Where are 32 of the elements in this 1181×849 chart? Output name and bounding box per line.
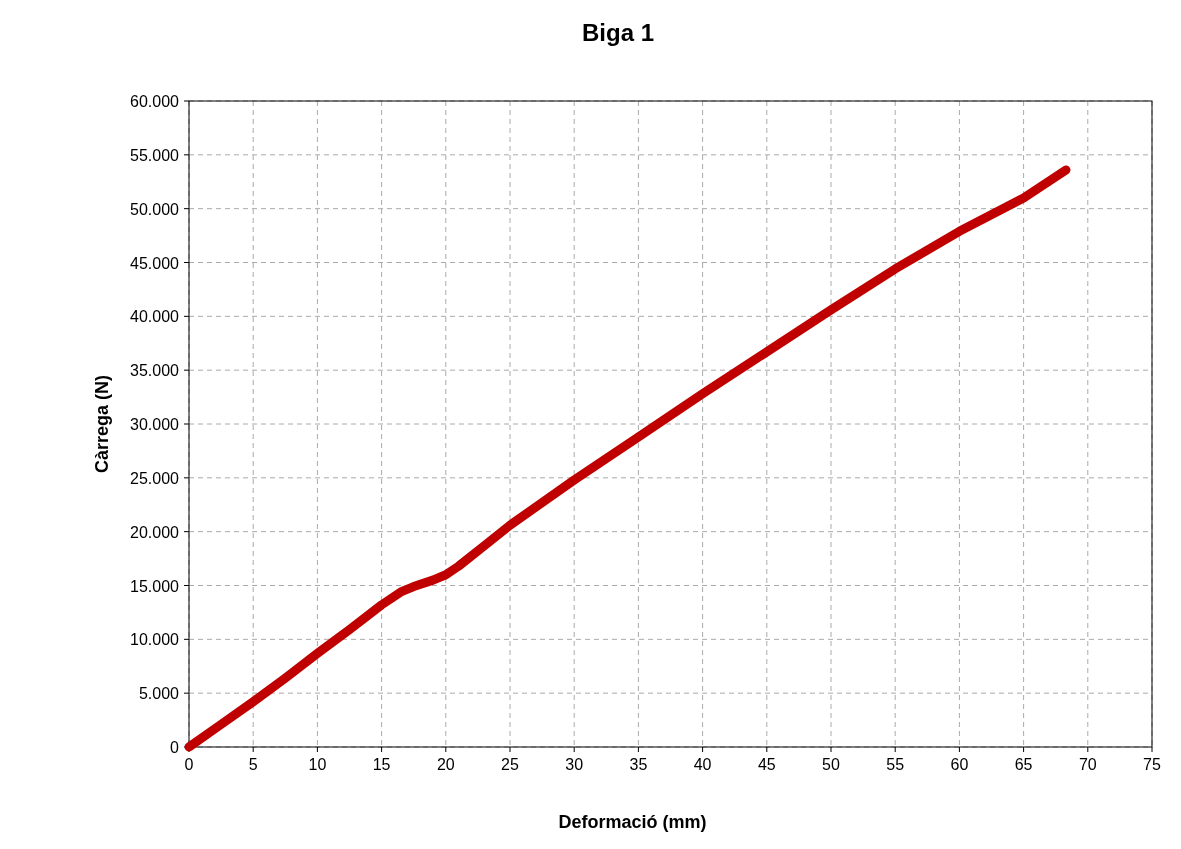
x-tick-label: 40	[693, 756, 712, 773]
y-tick-label: 15.000	[130, 577, 180, 595]
x-tick-label: 65	[1014, 756, 1033, 773]
x-axis-title: Deformació (mm)	[558, 812, 707, 832]
x-tick-label: 60	[950, 756, 969, 773]
x-tick-label: 75	[1143, 756, 1161, 773]
y-tick-label: 5.000	[138, 685, 180, 703]
x-tick-label: 0	[184, 756, 194, 773]
y-tick-label: 30.000	[130, 416, 180, 433]
x-tick-label: 20	[436, 756, 455, 773]
x-tick-label: 55	[886, 756, 905, 773]
x-tick-label: 15	[372, 756, 391, 773]
y-tick-label: 0	[170, 739, 180, 756]
x-tick-label: 45	[757, 756, 776, 773]
y-tick-label: 55.000	[130, 146, 180, 164]
x-tick-label: 30	[565, 756, 584, 773]
y-tick-label: 35.000	[130, 362, 180, 380]
y-tick-label: 20.000	[130, 523, 180, 541]
x-tick-label: 70	[1078, 756, 1097, 773]
chart-title: Biga 1	[581, 19, 655, 46]
x-tick-label: 35	[629, 756, 648, 773]
y-tick-label: 40.000	[130, 308, 180, 326]
y-tick-label: 25.000	[130, 469, 180, 487]
x-tick-label: 5	[248, 756, 258, 773]
x-tick-label: 50	[822, 756, 840, 773]
x-tick-label: 10	[308, 756, 327, 773]
y-tick-label: 45.000	[130, 254, 180, 272]
y-tick-label: 50.000	[130, 200, 180, 218]
y-tick-label: 10.000	[130, 631, 180, 649]
y-tick-label: 60.000	[130, 93, 180, 110]
x-tick-label: 25	[501, 756, 519, 773]
y-axis-title: Càrrega (N)	[92, 374, 112, 474]
